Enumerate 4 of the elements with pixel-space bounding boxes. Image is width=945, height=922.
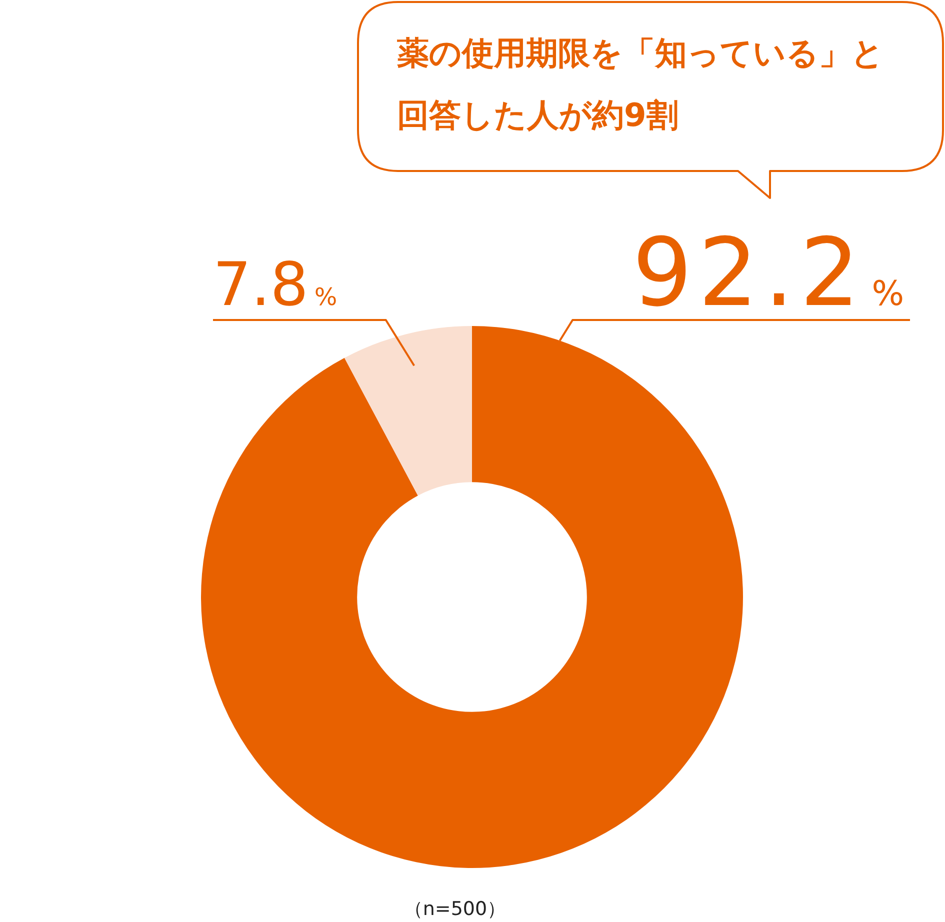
data-label: 7.8% (213, 250, 338, 320)
data-label: 92.2% (632, 219, 910, 328)
text: （n=500） (402, 897, 508, 922)
chart-title: 薬の使用期限を「知っている」と回答した人が約9割 (397, 33, 885, 136)
